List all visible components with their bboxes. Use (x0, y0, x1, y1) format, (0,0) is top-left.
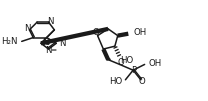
Text: OH: OH (133, 28, 146, 37)
Text: N: N (47, 17, 54, 26)
Text: O: O (92, 28, 99, 37)
Text: N: N (24, 24, 31, 33)
Text: =: = (50, 47, 56, 54)
Text: N: N (42, 38, 48, 47)
Text: P: P (131, 66, 137, 75)
Text: N: N (59, 39, 66, 48)
Text: HO: HO (121, 56, 134, 65)
Text: N: N (45, 46, 52, 55)
Text: H₂N: H₂N (1, 37, 18, 46)
Text: O: O (117, 58, 124, 67)
Text: HO: HO (109, 77, 123, 86)
Text: O: O (138, 77, 145, 86)
Text: OH: OH (149, 59, 162, 68)
